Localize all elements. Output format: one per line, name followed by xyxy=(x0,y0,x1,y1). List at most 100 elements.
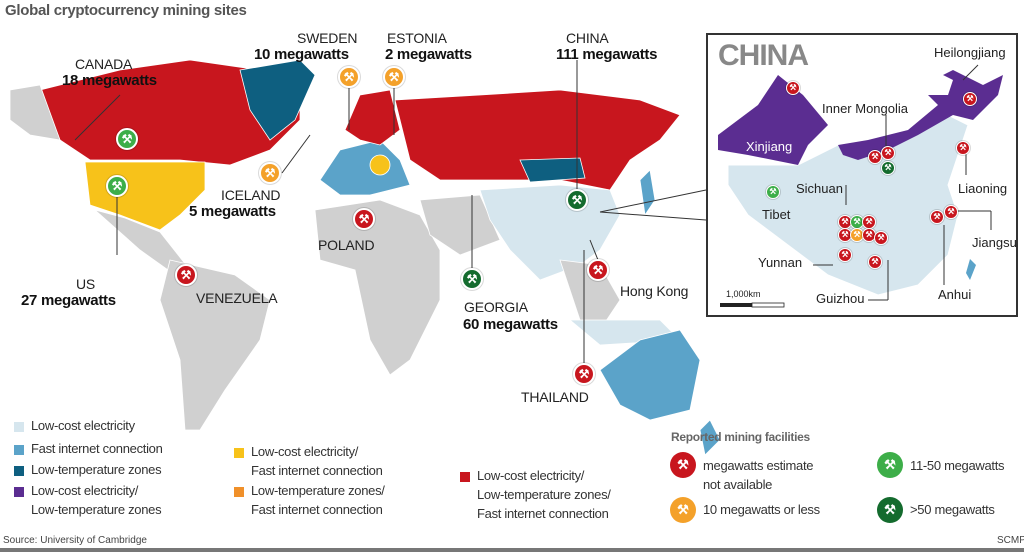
marker-iceland-pickaxe-icon[interactable]: ⚒ xyxy=(259,162,281,184)
inset-marker-icon[interactable]: ⚒ xyxy=(868,150,882,164)
province-guizhou: Guizhou xyxy=(816,291,865,306)
footer-rule xyxy=(0,548,1024,552)
legend-fast-internet: Fast internet connection xyxy=(31,441,163,456)
mw-us: 27 megawatts xyxy=(21,292,116,309)
marker-china-pickaxe-icon[interactable]: ⚒ xyxy=(566,189,588,211)
swatch-low-cost-low-temp xyxy=(14,487,24,497)
legend-marker-na-icon: ⚒ xyxy=(670,452,696,478)
legend-facility-medium: 11-50 megawatts xyxy=(910,458,1005,473)
inset-marker-icon[interactable]: ⚒ xyxy=(766,185,780,199)
mw-china: 111 megawatts xyxy=(556,46,658,63)
russia-region xyxy=(394,89,681,191)
label-poland: POLAND xyxy=(318,237,375,253)
taiwan xyxy=(966,259,976,280)
scandinavia-region xyxy=(344,89,401,146)
province-inner-mongolia: Inner Mongolia xyxy=(822,101,908,116)
china-inset: CHINA Heilongjiang Inner Mongolia Xinjia… xyxy=(706,33,1018,317)
province-anhui: Anhui xyxy=(938,287,972,302)
province-heilongjiang: Heilongjiang xyxy=(934,45,1006,60)
mongolia-region xyxy=(519,157,586,183)
source: Source: University of Cambridge xyxy=(3,535,147,546)
legend-low-cost-low-temp: Low-cost electricity/ Low-temperature zo… xyxy=(31,483,162,517)
province-xinjiang: Xinjiang xyxy=(746,139,793,154)
label-canada: CANADA xyxy=(75,56,133,72)
marker-canada-pickaxe-icon[interactable]: ⚒ xyxy=(116,128,138,150)
mw-georgia: 60 megawatts xyxy=(463,316,558,333)
inset-marker-icon[interactable]: ⚒ xyxy=(786,81,800,95)
alaska-region xyxy=(9,84,61,141)
label-iceland: ICELAND xyxy=(221,187,281,203)
new-zealand xyxy=(699,419,721,456)
inset-marker-icon[interactable]: ⚒ xyxy=(881,146,895,160)
leader-iceland xyxy=(281,134,311,174)
inset-marker-icon[interactable]: ⚒ xyxy=(862,215,876,229)
legend-facility-large: >50 megawatts xyxy=(910,502,995,517)
facilities-title: Reported mining facilities xyxy=(671,430,810,444)
label-estonia: ESTONIA xyxy=(387,30,447,46)
legend-low-cost: Low-cost electricity xyxy=(31,418,135,433)
marker-venezuela-pickaxe-icon[interactable]: ⚒ xyxy=(175,264,197,286)
leader-canada xyxy=(74,94,121,141)
inset-marker-icon[interactable]: ⚒ xyxy=(881,161,895,175)
greenland-region xyxy=(239,59,316,141)
swatch-low-cost xyxy=(14,422,24,432)
legend-facility-small: 10 megawatts or less xyxy=(703,502,820,517)
europe-region xyxy=(319,139,411,196)
inset-marker-icon[interactable]: ⚒ xyxy=(868,255,882,269)
inset-marker-icon[interactable]: ⚒ xyxy=(963,92,977,106)
credit: SCMP xyxy=(997,535,1024,546)
marker-thailand-pickaxe-icon[interactable]: ⚒ xyxy=(573,363,595,385)
leader-hongkong xyxy=(589,239,599,261)
swatch-fast-internet xyxy=(14,445,24,455)
label-hongkong: Hong Kong xyxy=(620,283,689,299)
marker-estonia-pickaxe-icon[interactable]: ⚒ xyxy=(383,66,405,88)
xinjiang-region xyxy=(718,75,828,165)
legend-low-temp-fast: Low-temperature zones/ Fast internet con… xyxy=(251,483,385,517)
label-georgia: GEORGIA xyxy=(464,299,528,315)
inner-mongolia-region xyxy=(838,70,1003,160)
province-tibet: Tibet xyxy=(762,207,791,222)
legend-marker-small-icon: ⚒ xyxy=(670,497,696,523)
scale-label: 1,000km xyxy=(726,289,761,299)
swatch-low-temp xyxy=(14,466,24,476)
africa xyxy=(314,199,441,376)
marker-sweden-pickaxe-icon[interactable]: ⚒ xyxy=(338,66,360,88)
inset-connector-bottom xyxy=(599,211,707,221)
china-map xyxy=(718,64,1003,308)
province-liaoning: Liaoning xyxy=(958,181,1008,196)
south-america xyxy=(159,259,271,431)
marker-hongkong-pickaxe-icon[interactable]: ⚒ xyxy=(587,259,609,281)
legend-facility-na: megawatts estimate not available xyxy=(703,458,814,492)
label-venezuela: VENEZUELA xyxy=(196,290,278,306)
legend-all-three: Low-cost electricity/ Low-temperature zo… xyxy=(477,468,611,521)
inset-marker-icon[interactable]: ⚒ xyxy=(874,231,888,245)
label-thailand: THAILAND xyxy=(521,389,589,405)
canada-region xyxy=(39,59,301,166)
map-title: Global cryptocurrency mining sites xyxy=(5,2,247,19)
legend-low-cost-fast: Low-cost electricity/ Fast internet conn… xyxy=(251,444,383,478)
marker-poland-pickaxe-icon[interactable]: ⚒ xyxy=(353,208,375,230)
mw-canada: 18 megawatts xyxy=(62,72,157,89)
inset-marker-icon[interactable]: ⚒ xyxy=(944,205,958,219)
province-yunnan: Yunnan xyxy=(758,255,803,270)
inset-marker-icon[interactable]: ⚒ xyxy=(930,210,944,224)
mw-estonia: 2 megawatts xyxy=(385,46,472,63)
inset-title: CHINA xyxy=(718,39,809,72)
label-sweden: SWEDEN xyxy=(297,30,358,46)
australia-region xyxy=(599,329,701,421)
province-sichuan: Sichuan xyxy=(796,181,843,196)
us-region xyxy=(84,161,206,231)
mw-sweden: 10 megawatts xyxy=(254,46,349,63)
central-europe-region xyxy=(369,154,391,176)
marker-us-pickaxe-icon[interactable]: ⚒ xyxy=(106,175,128,197)
inset-marker-icon[interactable]: ⚒ xyxy=(850,228,864,242)
swatch-all-three xyxy=(460,472,470,482)
inset-marker-icon[interactable]: ⚒ xyxy=(956,141,970,155)
japan xyxy=(639,169,656,217)
mw-iceland: 5 megawatts xyxy=(189,203,276,220)
legend-low-temp: Low-temperature zones xyxy=(31,462,162,477)
inset-marker-icon[interactable]: ⚒ xyxy=(838,248,852,262)
asia-region xyxy=(479,184,621,281)
inset-connector-top xyxy=(599,189,707,213)
marker-georgia-pickaxe-icon[interactable]: ⚒ xyxy=(461,268,483,290)
